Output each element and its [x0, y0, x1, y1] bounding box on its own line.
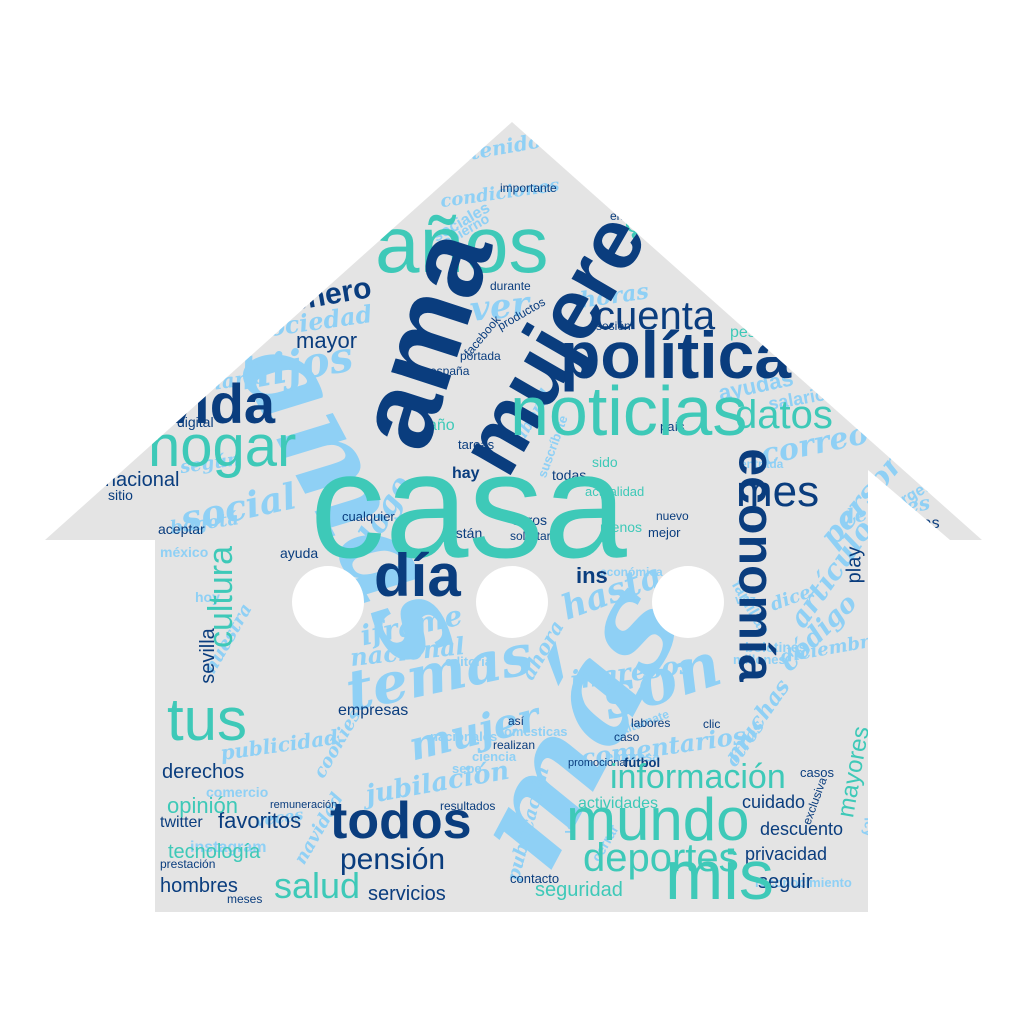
- word-opinion: opinión: [167, 793, 238, 818]
- word-resultados: resultados: [440, 799, 496, 813]
- word-vez: vez: [735, 592, 756, 607]
- word-menos: menos: [600, 519, 643, 535]
- word-casos: casos: [800, 765, 834, 780]
- word-descuento: descuento: [760, 819, 844, 839]
- word-espana: españa: [430, 364, 470, 378]
- word-reconocimiento: reconocimiento: [755, 875, 852, 890]
- word-instagram: instagram: [190, 839, 267, 856]
- word-digital: digital: [177, 414, 214, 430]
- word-pension: pensión: [340, 843, 446, 876]
- word-cuidado: cuidado: [742, 792, 806, 812]
- word-hay: hay: [452, 465, 480, 482]
- word-nuevo: nuevo: [656, 509, 689, 523]
- word-hoy: hoy: [195, 589, 220, 605]
- word-cualquier: cualquier: [342, 509, 395, 524]
- word-ayuda: ayuda: [280, 545, 319, 561]
- word-mayores: mayores: [832, 724, 875, 820]
- word-todas: todas: [552, 467, 587, 483]
- word-empresa: empresa: [606, 749, 660, 764]
- word-mundo: mundo: [566, 786, 750, 853]
- word-promocional: promocional: [568, 757, 628, 769]
- word-portada: portada: [460, 349, 501, 363]
- word-mexico: méxico: [160, 544, 209, 560]
- word-labores: labores: [631, 716, 671, 730]
- word-dia: día: [374, 542, 461, 609]
- word-ciencia: ciencia: [472, 749, 517, 764]
- word-sesion: sesión: [596, 319, 631, 333]
- word-realizan: realizan: [493, 738, 536, 752]
- word-empresas: empresas: [338, 702, 409, 719]
- word-millones: millones: [733, 652, 786, 667]
- word-remuneracion: remuneración: [270, 799, 338, 811]
- word-contacto: contacto: [510, 871, 560, 886]
- word-clic: clic: [703, 717, 721, 731]
- word-derechos: derechos: [162, 761, 245, 783]
- word-cuenta: cuenta: [595, 294, 716, 338]
- word-prestacion: prestación: [160, 857, 216, 871]
- word-pais: país: [660, 419, 685, 434]
- word-economica: económica: [600, 565, 663, 579]
- word-mes: mes: [736, 467, 820, 516]
- word-tareas: tareas: [458, 437, 495, 452]
- word-editorial: editorial: [445, 654, 496, 669]
- word-tus: tus: [167, 686, 248, 753]
- word-asi: así: [508, 714, 525, 728]
- word-actividades: actividades: [578, 795, 659, 812]
- word-salud: salud: [274, 865, 361, 906]
- word-entrada: entrada: [740, 457, 784, 471]
- word-importante: importante: [500, 181, 557, 195]
- word-actualidad: actualidad: [585, 484, 645, 499]
- word-euros: euros: [512, 512, 548, 528]
- word-estan: están: [448, 525, 483, 541]
- word-twitter: twitter: [160, 814, 203, 831]
- word-futbol: fútbol: [624, 755, 661, 770]
- word-boletines: boletines: [745, 639, 807, 655]
- word-meses: meses: [227, 892, 263, 906]
- house-silhouette: [45, 122, 982, 912]
- word-deportes: deportes: [583, 836, 739, 880]
- word-servicios: servicios: [368, 883, 446, 905]
- word-hogar: hogar: [148, 414, 297, 479]
- word-mayor: mayor: [296, 328, 358, 353]
- word-ano: año: [428, 417, 455, 434]
- word-sepe: sepe: [452, 761, 482, 776]
- word-ins: ins: [576, 563, 608, 588]
- word-nacionales: nacionales: [430, 729, 498, 744]
- word-hombres: hombres: [160, 875, 238, 897]
- word-datos: datos: [735, 393, 833, 437]
- word-seguridad: seguridad: [535, 879, 623, 901]
- word-aceptar: aceptar: [158, 521, 205, 537]
- word-privacidad: privacidad: [745, 844, 828, 864]
- word-informacion: información: [610, 758, 786, 796]
- word-mejor: mejor: [648, 525, 681, 540]
- word-caso: caso: [614, 730, 640, 744]
- word-sido: sido: [592, 454, 618, 470]
- word-comercio: comercio: [206, 784, 269, 800]
- word-domesticas: domésticas: [496, 724, 568, 739]
- word-seguir: seguir: [758, 871, 813, 893]
- word-mis: mis: [665, 836, 774, 914]
- word-casa: casa: [310, 421, 627, 589]
- word-solicitar: solicitar: [510, 529, 551, 543]
- word-play: play: [843, 546, 866, 584]
- word-noticias: noticias: [510, 372, 748, 450]
- word-tecnologia: tecnología: [168, 841, 261, 863]
- word-sitio: sitio: [108, 487, 133, 503]
- word-cultura: cultura: [202, 545, 241, 649]
- word-favoritos: favoritos: [218, 808, 302, 833]
- word-durante: durante: [490, 279, 531, 293]
- word-todos: todos: [330, 792, 472, 850]
